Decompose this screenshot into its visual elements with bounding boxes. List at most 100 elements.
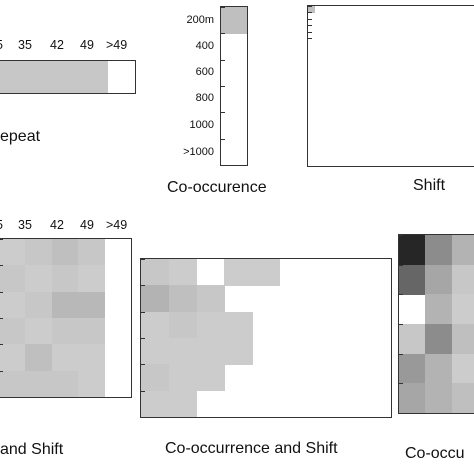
y-tick-mark	[141, 390, 145, 392]
xtick-label: 49	[80, 38, 94, 52]
cooccurrence-heatmap	[220, 6, 248, 166]
heatmap-cell	[78, 239, 106, 266]
y-tick-mark	[141, 285, 145, 287]
heatmap-cell	[141, 338, 170, 365]
heatmap-cell	[141, 285, 170, 313]
ytick-label: 400	[195, 40, 214, 52]
y-tick-mark	[221, 138, 225, 140]
y-tick-mark	[221, 86, 225, 87]
heatmap-cell	[0, 61, 27, 93]
heatmap-cell	[168, 390, 198, 417]
y-tick-mark	[308, 6, 312, 7]
heatmap-cell	[51, 239, 79, 266]
panel-title: Shift	[413, 177, 446, 194]
heatmap-cell	[53, 61, 82, 93]
heatmap-cell	[399, 353, 426, 384]
heatmap-cell	[51, 265, 79, 293]
heatmap-cell	[78, 344, 106, 372]
y-tick-mark	[399, 324, 403, 325]
heatmap-cell	[224, 338, 253, 365]
y-tick-mark	[308, 38, 312, 39]
xtick-label: 5	[0, 38, 3, 52]
y-tick-mark	[0, 397, 3, 398]
y-tick-mark	[141, 311, 145, 313]
heatmap-cell	[26, 61, 54, 93]
heatmap-cell	[196, 311, 225, 339]
heatmap-cell	[308, 6, 316, 13]
repeat-shift-heatmap	[0, 238, 132, 398]
heatmap-cell	[78, 291, 106, 319]
heatmap-cell	[51, 291, 79, 319]
heatmap-cell	[141, 259, 170, 286]
heatmap-cell	[399, 383, 426, 413]
heatmap-cell	[0, 318, 26, 345]
heatmap-cell	[25, 239, 53, 266]
y-tick-mark	[141, 338, 145, 339]
heatmap-cell	[25, 370, 53, 397]
heatmap-cell	[51, 318, 79, 345]
heatmap-cell	[425, 264, 453, 295]
xtick-label: 49	[80, 218, 94, 232]
panel-title: Co-occu	[405, 445, 465, 462]
panel-title: Co-occurrence and Shift	[165, 440, 338, 457]
heatmap-cell	[168, 364, 198, 392]
y-tick-mark	[0, 265, 3, 267]
y-tick-mark	[221, 7, 225, 8]
heatmap-cell	[168, 259, 198, 286]
heatmap-cell	[0, 370, 26, 397]
heatmap-cell	[51, 344, 79, 372]
heatmap-cell	[451, 235, 474, 266]
heatmap-cell	[0, 265, 26, 293]
heatmap-cell	[80, 61, 109, 93]
y-tick-mark	[399, 235, 403, 236]
heatmap-cell	[425, 235, 453, 266]
y-tick-mark	[0, 291, 3, 293]
heatmap-cell	[0, 239, 26, 266]
y-tick-mark	[221, 112, 225, 114]
heatmap-cell	[451, 383, 474, 413]
heatmap-cell	[451, 264, 474, 295]
ytick-label: 600	[195, 66, 214, 78]
y-tick-mark	[221, 165, 225, 166]
heatmap-cell	[425, 383, 453, 413]
y-tick-mark	[221, 33, 225, 35]
y-tick-mark	[308, 25, 312, 27]
y-tick-mark	[399, 383, 403, 385]
y-tick-mark	[399, 294, 403, 296]
heatmap-cell	[196, 338, 225, 365]
heatmap-cell	[25, 318, 53, 345]
ytick-label: 200m	[186, 14, 214, 26]
heatmap-cell	[224, 259, 253, 286]
y-tick-mark	[0, 239, 3, 240]
y-tick-mark	[141, 259, 145, 260]
ytick-label: 1000	[189, 119, 214, 131]
ytick-label: 800	[195, 92, 214, 104]
heatmap-cell	[399, 264, 426, 295]
heatmap-cell	[196, 285, 225, 313]
xtick-label: 35	[18, 218, 32, 232]
xtick-label: >49	[106, 218, 128, 232]
heatmap-cell	[78, 318, 106, 345]
y-tick-mark	[141, 364, 145, 366]
y-tick-mark	[399, 353, 403, 355]
heatmap-cell	[25, 265, 53, 293]
panel-title: and Shift	[0, 441, 64, 458]
y-tick-mark	[221, 59, 225, 61]
y-tick-mark	[308, 12, 312, 14]
panel-title: Co-occurence	[167, 179, 267, 196]
heatmap-cell	[141, 311, 170, 339]
heatmap-cell	[451, 324, 474, 355]
panel-title: epeat	[0, 128, 41, 145]
heatmap-cell	[221, 7, 247, 34]
heatmap-cell	[168, 338, 198, 365]
heatmap-cell	[399, 235, 426, 266]
y-tick-mark	[308, 18, 312, 20]
heatmap-cell	[425, 353, 453, 384]
heatmap-cell	[168, 285, 198, 313]
y-tick-mark	[0, 370, 3, 372]
heatmap-cell	[78, 265, 106, 293]
heatmap-cell	[25, 291, 53, 319]
co-occu-heatmap	[398, 234, 474, 414]
xtick-label: 42	[50, 218, 64, 232]
heatmap-cell	[0, 344, 26, 372]
